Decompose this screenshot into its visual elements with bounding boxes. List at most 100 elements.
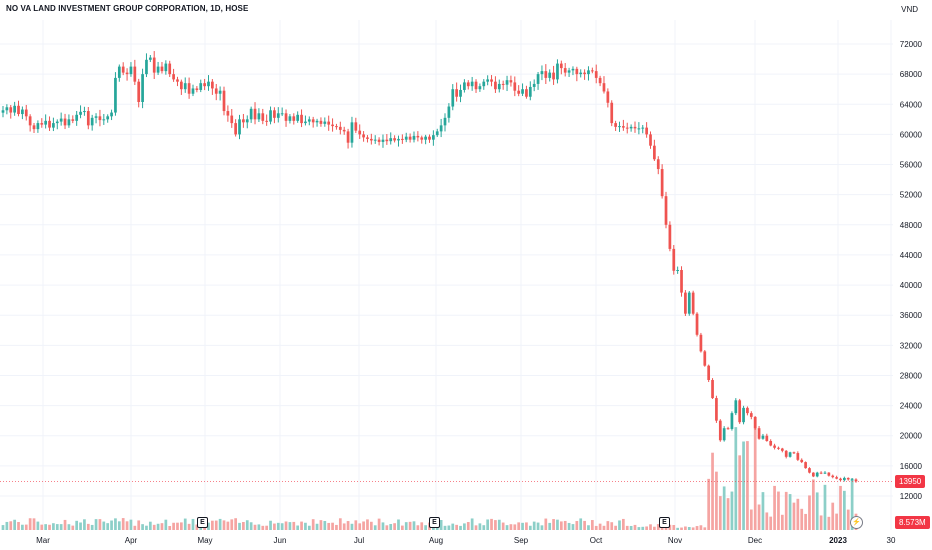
volume-bar [777,491,780,530]
y-tick-label: 56000 [900,161,923,170]
candle [160,61,164,74]
candle [435,128,439,137]
volume-bar [823,484,827,530]
x-tick-label: Jul [354,536,364,545]
candle [257,108,261,122]
candle [183,77,187,93]
volume-bar [742,441,745,530]
candle [67,114,71,128]
volume-bar [443,525,447,530]
candle [532,79,536,92]
volume-bar [59,524,63,530]
currency-label: VND [901,5,918,14]
volume-bar [280,523,284,530]
volume-bar [606,521,610,530]
volume-bar [811,479,815,530]
candle [207,75,210,91]
earnings-marker-icon[interactable]: E [659,517,670,528]
volume-bar [207,522,210,530]
y-tick-label: 32000 [900,341,923,350]
candle [1,106,5,118]
candle [52,117,55,132]
earnings-marker-icon[interactable]: E [429,517,440,528]
candle [319,117,323,127]
candle [172,68,175,82]
volume-bar [559,521,563,530]
volume-bar [571,524,575,530]
candle [238,114,241,140]
volume-bar [55,524,59,530]
candle [552,65,555,85]
volume-bar [269,520,272,530]
volume-bar [71,525,75,530]
candle [463,79,466,93]
candle [819,471,823,475]
candle [780,447,784,453]
volume-bar [342,523,346,530]
candle [179,79,183,95]
volume-bar [362,521,365,530]
volume-bar [106,523,110,530]
volume-bar [183,518,187,530]
volume-bar [792,502,796,530]
volume-bar [738,455,742,530]
volume-bar [152,524,156,530]
candle [75,110,79,126]
candle [358,124,362,139]
volume-bar [668,524,672,530]
volume-bar [532,521,536,530]
candle [455,82,458,102]
candle [773,443,776,450]
candle [284,109,288,127]
candle [366,135,369,143]
volume-bar [288,522,292,530]
candle [269,106,272,125]
volume-bar [420,522,424,530]
candle [684,290,687,316]
candle [48,116,51,131]
candle [726,426,730,430]
earnings-marker-icon[interactable]: E [197,517,208,528]
volume-bar [474,525,478,530]
candle [482,79,486,90]
volume-bar [331,522,334,530]
x-tick-label: Oct [590,536,603,545]
volume-bar [649,524,652,530]
candle [416,131,420,142]
candle [335,123,338,130]
volume-bar [358,523,362,530]
volume-bar [773,485,776,530]
candle [94,113,98,124]
volume-bar [319,520,323,530]
candle [315,118,319,127]
candle [385,134,389,145]
candle [722,426,726,442]
y-tick-label: 52000 [900,191,923,200]
volume-bar [629,525,633,530]
candle [230,109,234,128]
volume-bar [439,519,443,530]
candle [5,104,9,115]
candle [253,102,257,125]
candle [222,86,226,116]
candle [505,75,509,92]
candle [587,66,590,81]
volume-bar [618,520,621,530]
volume-bar [831,502,835,530]
candle [610,100,614,127]
volume-bar [513,524,517,530]
candle [280,107,284,117]
chart-title: NO VA LAND INVESTMENT GROUP CORPORATION,… [6,4,249,13]
volume-bar [676,527,680,530]
volume-bar [284,521,288,530]
candle [148,55,152,63]
candle [757,426,761,440]
volume-bar [164,519,168,530]
volume-bar [695,526,699,530]
volume-bar [121,518,125,530]
candle [478,83,482,92]
volume-bar [672,525,676,530]
lightning-icon[interactable]: ⚡ [850,516,863,529]
candle [501,80,505,90]
